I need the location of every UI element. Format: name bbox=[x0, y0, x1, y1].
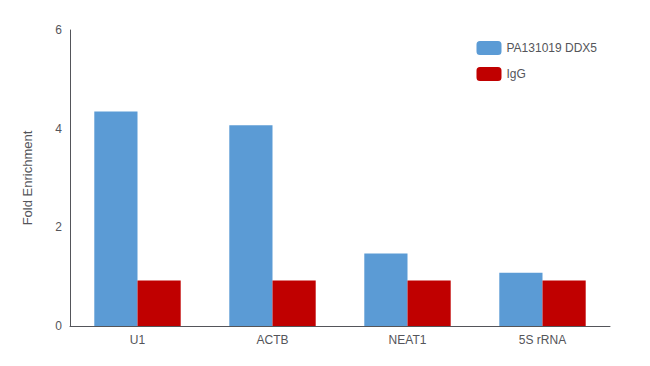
svg-text:Fold Enrichment: Fold Enrichment bbox=[20, 130, 35, 225]
svg-text:NEAT1: NEAT1 bbox=[389, 333, 427, 347]
svg-text:0: 0 bbox=[55, 319, 62, 333]
svg-text:ACTB: ACTB bbox=[256, 333, 288, 347]
svg-text:PA131019 DDX5: PA131019 DDX5 bbox=[506, 41, 597, 55]
svg-text:U1: U1 bbox=[130, 333, 146, 347]
svg-text:2: 2 bbox=[55, 220, 62, 234]
svg-text:4: 4 bbox=[55, 122, 62, 136]
svg-text:6: 6 bbox=[55, 23, 62, 37]
svg-text:5S rRNA: 5S rRNA bbox=[519, 333, 566, 347]
svg-text:IgG: IgG bbox=[506, 67, 525, 81]
